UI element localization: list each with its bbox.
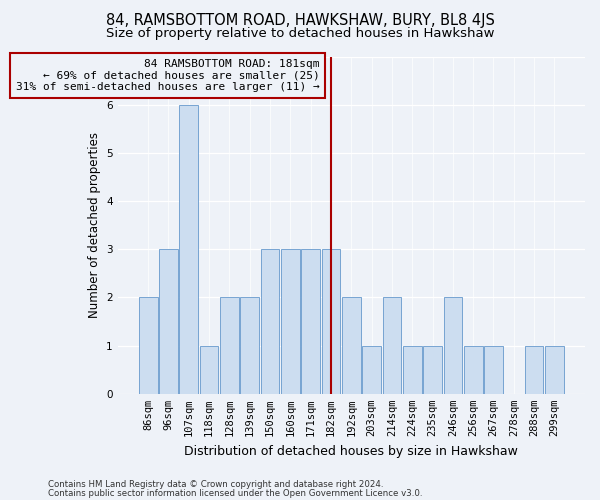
X-axis label: Distribution of detached houses by size in Hawkshaw: Distribution of detached houses by size … [184, 444, 518, 458]
Bar [241, 298, 259, 394]
Text: 84, RAMSBOTTOM ROAD, HAWKSHAW, BURY, BL8 4JS: 84, RAMSBOTTOM ROAD, HAWKSHAW, BURY, BL8… [106, 12, 494, 28]
Bar [200, 346, 218, 394]
Bar [179, 104, 198, 394]
Bar [159, 249, 178, 394]
Bar [260, 249, 280, 394]
Bar [525, 346, 544, 394]
Bar [464, 346, 482, 394]
Bar [484, 346, 503, 394]
Text: Contains public sector information licensed under the Open Government Licence v3: Contains public sector information licen… [48, 488, 422, 498]
Bar [342, 298, 361, 394]
Bar [443, 298, 462, 394]
Bar [423, 346, 442, 394]
Bar [545, 346, 564, 394]
Bar [322, 249, 340, 394]
Y-axis label: Number of detached properties: Number of detached properties [88, 132, 101, 318]
Bar [301, 249, 320, 394]
Bar [362, 346, 381, 394]
Text: 84 RAMSBOTTOM ROAD: 181sqm
← 69% of detached houses are smaller (25)
31% of semi: 84 RAMSBOTTOM ROAD: 181sqm ← 69% of deta… [16, 59, 320, 92]
Text: Size of property relative to detached houses in Hawkshaw: Size of property relative to detached ho… [106, 28, 494, 40]
Bar [403, 346, 422, 394]
Bar [139, 298, 158, 394]
Bar [220, 298, 239, 394]
Bar [383, 298, 401, 394]
Text: Contains HM Land Registry data © Crown copyright and database right 2024.: Contains HM Land Registry data © Crown c… [48, 480, 383, 489]
Bar [281, 249, 299, 394]
